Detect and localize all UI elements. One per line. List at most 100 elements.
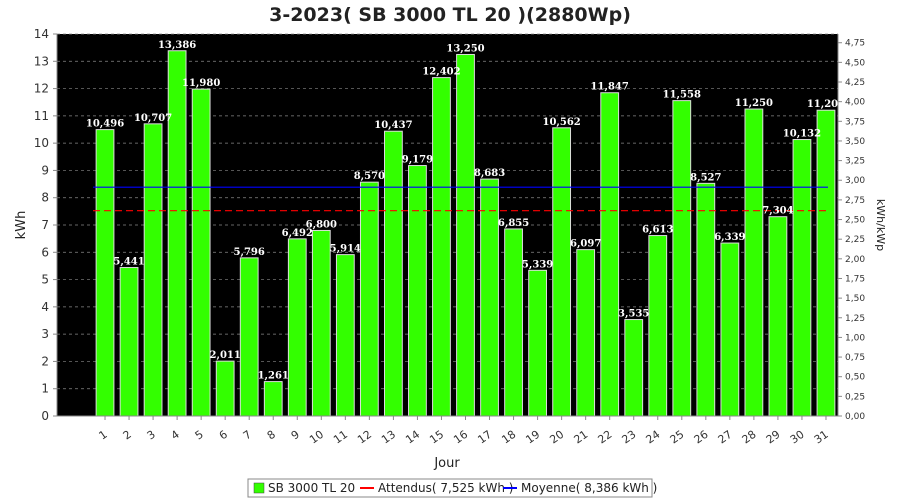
axes: 012345678910111213140,000,250,500,751,00… <box>34 27 866 446</box>
bar-day-17 <box>480 178 499 417</box>
data-label: 7,304 <box>762 206 793 217</box>
data-label: 11,250 <box>735 98 773 109</box>
x-tick-label: 31 <box>812 428 831 447</box>
y2-tick-label: 4,50 <box>845 58 865 68</box>
bar-day-29 <box>768 216 788 417</box>
x-tick-label: 10 <box>307 428 326 447</box>
x-tick-label: 16 <box>451 428 470 447</box>
y2-tick-label: 2,25 <box>845 235 865 245</box>
y2-tick-label: 3,50 <box>845 137 865 147</box>
y2-tick-label: 4,75 <box>845 39 865 49</box>
bar-day-6 <box>215 360 235 417</box>
x-tick-label: 3 <box>145 428 158 443</box>
data-label: 11,847 <box>591 82 629 93</box>
x-tick-label: 21 <box>571 428 590 447</box>
bar-day-22 <box>600 92 620 417</box>
bar-day-5 <box>191 88 211 417</box>
data-label: 3,535 <box>618 309 649 320</box>
x-axis-title: Jour <box>433 456 460 471</box>
data-label: 10,437 <box>374 120 412 131</box>
bar-day-9 <box>287 238 307 417</box>
bar-day-1 <box>95 129 115 417</box>
data-label: 10,496 <box>86 119 124 130</box>
y2-tick-label: 4,00 <box>845 98 865 108</box>
x-tick-label: 20 <box>547 428 566 447</box>
data-label: 6,800 <box>306 219 337 230</box>
x-tick-label: 7 <box>241 428 254 443</box>
data-label: 1,261 <box>258 371 289 382</box>
y2-tick-label: 2,50 <box>845 216 865 226</box>
x-tick-label: 30 <box>788 428 807 447</box>
y-tick-label: 4 <box>41 300 49 314</box>
y2-tick-label: 4,25 <box>845 78 865 88</box>
x-tick-label: 5 <box>193 428 206 443</box>
bar-day-12 <box>359 181 379 417</box>
y2-tick-label: 3,75 <box>845 117 865 127</box>
legend-swatch-bars <box>253 482 265 494</box>
bar-day-4 <box>167 50 187 417</box>
y2-tick-label: 0,75 <box>845 353 865 363</box>
bar-day-8 <box>263 381 283 417</box>
bar-day-31 <box>816 109 836 417</box>
y-tick-label: 10 <box>34 136 49 150</box>
y2-tick-label: 2,00 <box>845 255 865 265</box>
y-tick-label: 8 <box>41 191 49 205</box>
data-label: 13,386 <box>158 40 196 51</box>
data-label: 5,441 <box>113 257 144 268</box>
data-label: 9,179 <box>402 155 433 166</box>
bar-day-7 <box>239 257 259 417</box>
y2-tick-label: 3,00 <box>845 176 865 186</box>
data-label: 10,707 <box>134 113 172 124</box>
y-tick-label: 5 <box>41 273 49 287</box>
bar-day-27 <box>720 242 740 417</box>
y2-tick-label: 1,00 <box>845 333 865 343</box>
legend-label-average: Moyenne( 8,386 kWh ) <box>521 481 657 495</box>
bar-day-24 <box>648 235 668 417</box>
y2-tick-label: 3,25 <box>845 157 865 167</box>
legend-label-expected: Attendus( 7,525 kWh ) <box>378 481 513 495</box>
x-tick-label: 18 <box>499 428 518 447</box>
x-tick-label: 29 <box>764 428 783 447</box>
x-tick-label: 12 <box>355 428 374 447</box>
data-label: 13,250 <box>446 43 484 54</box>
x-tick-label: 6 <box>217 428 230 443</box>
x-tick-label: 23 <box>620 428 639 447</box>
bar-day-14 <box>408 165 427 417</box>
x-tick-label: 8 <box>265 428 278 443</box>
legend-box <box>247 478 653 498</box>
y-tick-label: 9 <box>41 163 49 177</box>
data-label: 8,683 <box>474 168 505 179</box>
data-label: 8,570 <box>354 171 385 182</box>
data-label: 6,855 <box>498 218 529 229</box>
x-tick-label: 2 <box>121 428 134 443</box>
data-label: 11,207 <box>807 99 845 110</box>
y-tick-label: 12 <box>34 82 49 96</box>
x-tick-label: 17 <box>475 428 494 447</box>
data-label: 6,492 <box>282 228 313 239</box>
data-label: 5,796 <box>234 247 265 258</box>
legend-label-bars: SB 3000 TL 20 <box>268 481 355 495</box>
bar-day-16 <box>456 53 475 417</box>
bar-day-26 <box>696 182 716 417</box>
y2-axis-title: kWh/kWp <box>874 199 887 251</box>
bars <box>95 50 836 417</box>
x-tick-label: 22 <box>595 428 614 447</box>
y2-tick-label: 1,75 <box>845 274 865 284</box>
chart-title: 3-2023( SB 3000 TL 20 )(2880Wp) <box>269 4 631 26</box>
legend: SB 3000 TL 20 Attendus( 7,525 kWh ) Moyenn… <box>247 478 657 498</box>
y-tick-label: 7 <box>41 218 49 232</box>
bar-day-13 <box>384 130 403 417</box>
data-label: 5,914 <box>330 244 361 255</box>
y2-tick-label: 0,00 <box>845 412 865 422</box>
x-tick-label: 24 <box>644 428 663 447</box>
x-tick-label: 11 <box>331 428 350 447</box>
bar-day-30 <box>792 139 812 417</box>
reference-lines <box>93 186 828 212</box>
data-label: 2,011 <box>210 350 241 361</box>
bar-day-15 <box>432 77 451 417</box>
y2-tick-label: 0,25 <box>845 392 865 402</box>
data-label: 6,097 <box>570 239 601 250</box>
y2-tick-label: 0,50 <box>845 373 865 383</box>
bar-day-19 <box>528 269 547 417</box>
bar-day-10 <box>311 229 331 417</box>
